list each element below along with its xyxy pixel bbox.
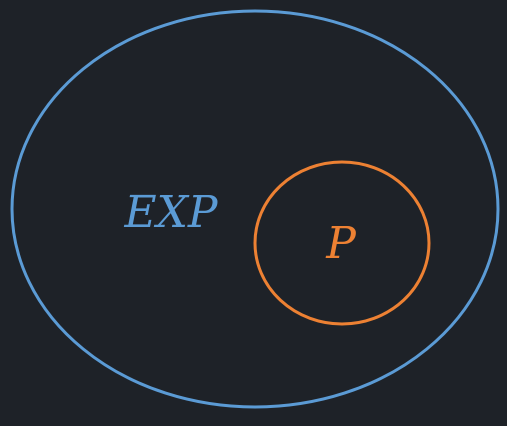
p-set-ellipse	[253, 160, 431, 326]
exp-set-label: EXP	[123, 187, 218, 238]
p-set-label: P	[325, 218, 357, 269]
exp-set-ellipse	[10, 9, 500, 409]
